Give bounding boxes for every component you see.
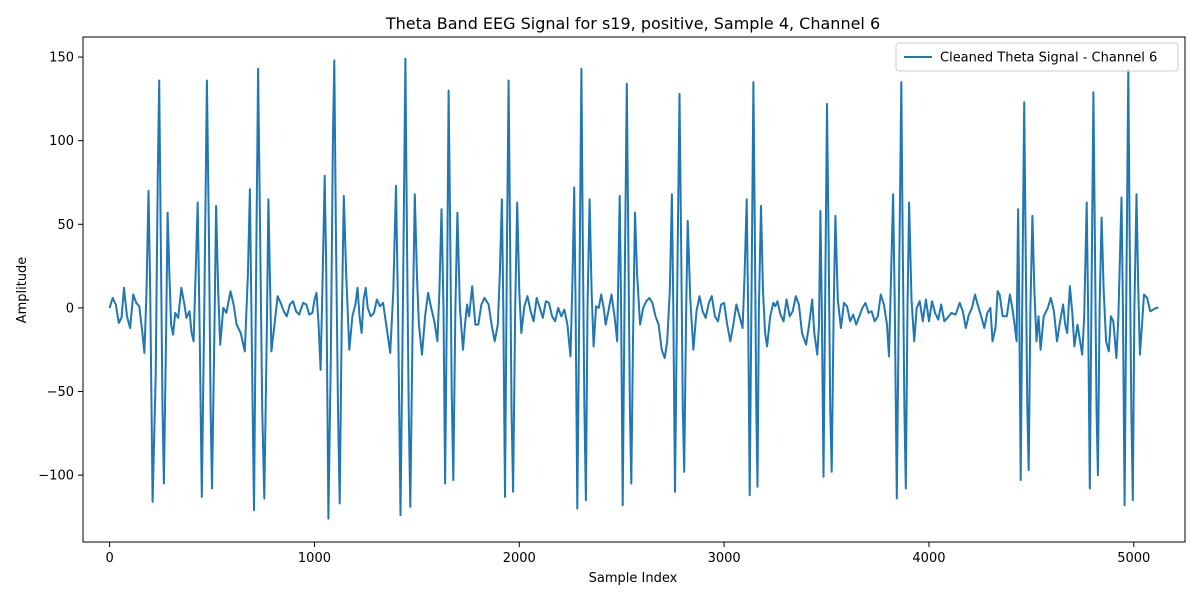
- x-tick-label: 0: [105, 551, 113, 566]
- legend: Cleaned Theta Signal - Channel 6: [895, 42, 1179, 72]
- y-tick-label: −100: [38, 469, 74, 484]
- plot-area: [108, 57, 1159, 520]
- x-tick-label: 1000: [298, 551, 331, 566]
- x-axis-title: Sample Index: [589, 571, 678, 586]
- y-tick-label: 100: [49, 134, 74, 149]
- x-tick-label: 5000: [1117, 551, 1150, 566]
- x-tick-label: 2000: [503, 551, 536, 566]
- x-axis: 0 1000 2000 3000 4000 5000: [105, 542, 1150, 566]
- series-line-0: [108, 57, 1159, 520]
- legend-box: [895, 42, 1179, 72]
- plot-frame: [82, 36, 1186, 543]
- legend-label: Cleaned Theta Signal - Channel 6: [940, 51, 1157, 66]
- y-axis-title: Amplitude: [15, 257, 30, 324]
- y-axis: −100 −50 0 50 100 150: [38, 51, 83, 484]
- chart-title: Theta Band EEG Signal for s19, positive,…: [385, 14, 880, 33]
- y-tick-label: −50: [47, 385, 74, 400]
- y-tick-label: 50: [57, 218, 74, 233]
- y-tick-label: 0: [66, 301, 74, 316]
- y-tick-label: 150: [49, 51, 74, 66]
- x-tick-label: 3000: [708, 551, 741, 566]
- x-tick-label: 4000: [912, 551, 945, 566]
